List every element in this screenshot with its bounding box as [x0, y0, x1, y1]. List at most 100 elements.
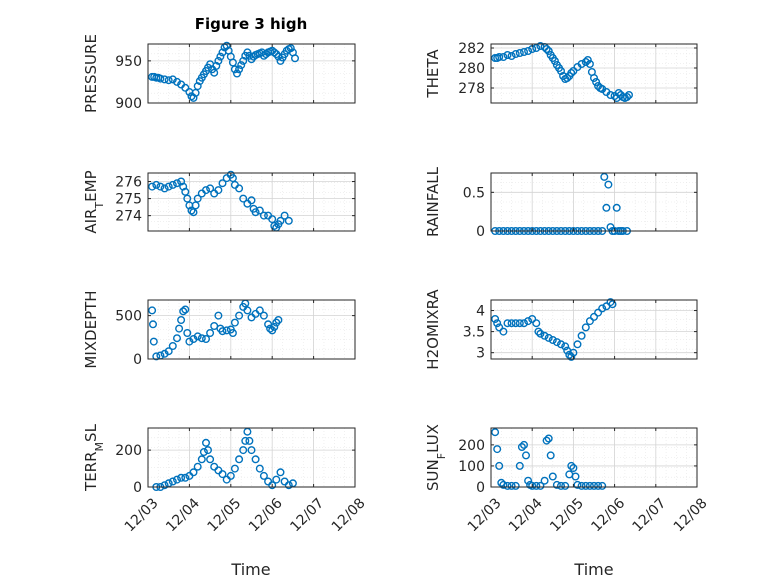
- air_temp-data-point: [148, 182, 157, 191]
- sun_flux-data-point: [598, 481, 607, 490]
- mixdepth-data-point: [214, 311, 223, 320]
- mixdepth-data-point: [172, 334, 181, 343]
- pressure-data-point: [222, 41, 231, 50]
- h2omixra-data-point: [534, 327, 543, 336]
- mixdepth-data-point: [235, 311, 244, 320]
- mixdepth-data-point: [148, 320, 157, 329]
- mixdepth-data-point: [164, 347, 173, 356]
- rainfall-axis-box: [490, 172, 698, 232]
- pressure-data-point: [193, 82, 202, 91]
- h2omixra-data-point: [515, 319, 524, 328]
- pressure-data-point: [164, 76, 173, 85]
- sun_flux-data-point: [511, 481, 520, 490]
- terr_msl-ytick-label: 200: [115, 443, 142, 459]
- mixdepth-data-point: [175, 324, 184, 333]
- sun_flux-data-point: [546, 451, 555, 460]
- terr_msl-data-point: [197, 455, 206, 464]
- pressure-data-point: [210, 68, 219, 77]
- mixdepth-data-point: [243, 306, 252, 315]
- air_temp-ytick-label: 275: [115, 192, 142, 208]
- mixdepth-data-point: [181, 305, 190, 314]
- sun_flux-data-point: [503, 481, 512, 490]
- h2omixra-data-point: [573, 340, 582, 349]
- air_temp-ylabel: AIRTEMP: [82, 170, 106, 233]
- sun_flux-data-point: [577, 481, 586, 490]
- terr_msl-data-point: [181, 473, 190, 482]
- air_temp-data-point: [239, 194, 248, 203]
- mixdepth-data-point: [266, 324, 275, 333]
- pressure-data-point: [216, 52, 225, 61]
- terr_msl-data-point: [203, 446, 212, 455]
- pressure-data-point: [232, 69, 241, 78]
- sun_flux-ylabel-subscript: F: [435, 453, 448, 459]
- h2omixra-data-point: [524, 317, 533, 326]
- mixdepth-ytick-label: 0: [133, 352, 142, 368]
- panel-theta: 278 280 282 THETA: [424, 41, 698, 104]
- terr_msl-data-point: [239, 446, 248, 455]
- h2omixra-ytick-label: 3: [476, 346, 485, 362]
- sun_flux-data-point: [561, 481, 570, 490]
- air_temp-ytick-label: 274: [115, 209, 142, 225]
- terr_msl-data-point: [201, 438, 210, 447]
- rainfall-ytick-label: 0: [476, 224, 485, 240]
- terr_msl-data-point: [168, 477, 177, 486]
- panel-h2omixra: 3 3.5 4 H2OMIXRA: [424, 289, 698, 370]
- sun_flux-data-point: [590, 481, 599, 490]
- sun_flux-data-point: [569, 464, 578, 473]
- mixdepth-ylabel: MIXDEPTH: [82, 290, 100, 368]
- theta-data-point: [592, 77, 601, 86]
- sun_flux-data-point: [493, 445, 502, 454]
- air_temp-data-point: [214, 186, 223, 195]
- theta-data-point: [557, 66, 566, 75]
- rainfall-data-point: [612, 203, 621, 212]
- terr_msl-data-point: [206, 455, 215, 464]
- h2omixra-ytick-label: 3.5: [463, 325, 485, 341]
- air_temp-ylabel-main: AIR: [82, 209, 100, 234]
- air_temp-data-point: [255, 206, 264, 215]
- mixdepth-data-point: [149, 337, 158, 346]
- h2omixra-data-point: [567, 352, 576, 361]
- terr_msl-data-point: [226, 471, 235, 480]
- theta-axis-box: [490, 43, 698, 104]
- pressure-data-point: [270, 48, 279, 57]
- sun_flux-data-point: [581, 481, 590, 490]
- h2omixra-ytick-label: 4: [476, 304, 485, 320]
- sun_flux-data-point: [515, 461, 524, 470]
- air_temp-data-point: [247, 196, 256, 205]
- sun_flux-data-point: [552, 480, 561, 489]
- theta-data-point: [532, 44, 541, 53]
- sun_flux-data-point: [495, 461, 504, 470]
- pressure-data-point: [156, 74, 165, 83]
- pressure-data-point: [237, 61, 246, 70]
- pressure-data-point: [212, 61, 221, 70]
- sun_flux-data-point: [540, 476, 549, 485]
- mixdepth-data-point: [201, 335, 210, 344]
- sun_flux-data-point: [594, 481, 603, 490]
- sun_flux-axis-box: [490, 427, 698, 488]
- sun_flux-data-point: [517, 443, 526, 452]
- theta-ytick-label: 278: [458, 81, 485, 97]
- air_temp-data-point: [276, 216, 285, 225]
- pressure-data-point: [235, 65, 244, 74]
- terr_msl-data-point: [259, 471, 268, 480]
- theta-ylabel: THETA: [424, 49, 442, 99]
- theta-data-point: [590, 73, 599, 82]
- h2omixra-ylabel: H2OMIXRA: [424, 289, 442, 370]
- panel-pressure: 900 950 PRESSURE: [82, 34, 356, 113]
- air_temp-data-point: [187, 206, 196, 215]
- air_temp-data-point: [259, 211, 268, 220]
- theta-data-point: [577, 60, 586, 69]
- mixdepth-data-point: [179, 307, 188, 316]
- terr_msl-data-point: [189, 468, 198, 477]
- pressure-data-point: [160, 75, 169, 84]
- sun_flux-ylabel-main: SUN: [424, 459, 442, 491]
- h2omixra-axis-box: [490, 299, 698, 360]
- terr_msl-data-point: [230, 464, 239, 473]
- x-axis-label-right: Time: [573, 560, 613, 579]
- rainfall-data-point: [604, 180, 613, 189]
- pressure-data-point: [291, 54, 300, 63]
- theta-data-point: [606, 90, 615, 99]
- theta-data-point: [542, 45, 551, 54]
- pressure-data-point: [168, 75, 177, 84]
